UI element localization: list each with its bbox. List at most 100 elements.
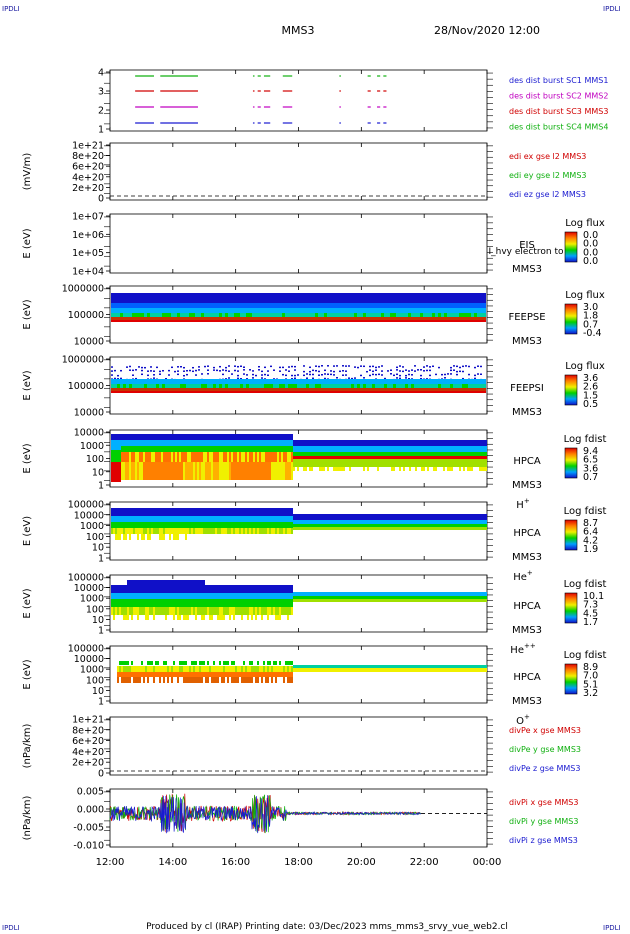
spectrogram-cell bbox=[131, 440, 133, 446]
spectrogram-cell bbox=[125, 661, 127, 665]
spectrogram-cell bbox=[425, 596, 427, 599]
spectrogram-cell bbox=[229, 599, 231, 607]
spectrogram-cell bbox=[209, 508, 211, 516]
spectrogram-cell bbox=[384, 308, 387, 314]
spectrogram-cell bbox=[205, 528, 207, 534]
spectrogram-cell bbox=[391, 446, 393, 452]
spectrogram-cell bbox=[223, 672, 225, 677]
spectrogram-cell bbox=[307, 665, 309, 668]
spectrogram-cell bbox=[255, 666, 257, 672]
spectrogram-cell bbox=[372, 365, 374, 368]
spectrogram-cell bbox=[177, 379, 180, 385]
spectrogram-cell bbox=[264, 303, 267, 309]
spectrogram-cell bbox=[216, 320, 219, 322]
spectrogram-cell bbox=[257, 462, 259, 480]
spectrogram-cell bbox=[255, 308, 258, 314]
spectrogram-cell bbox=[273, 378, 275, 380]
spectrogram-cell bbox=[381, 665, 383, 668]
spectrogram-cell bbox=[193, 661, 195, 665]
spectrogram-cell bbox=[415, 446, 417, 452]
spectrogram-cell bbox=[409, 459, 411, 467]
spectrogram-cell bbox=[239, 452, 241, 462]
spectrogram-cell bbox=[129, 585, 131, 593]
spectrogram-cell bbox=[211, 522, 213, 528]
spectrogram-cell bbox=[395, 514, 397, 520]
spectrogram-cell bbox=[251, 585, 253, 593]
spectrogram-cell bbox=[324, 303, 327, 309]
spectrogram-cell bbox=[294, 388, 297, 391]
spectrogram-cell bbox=[231, 452, 233, 462]
spectrogram-cell bbox=[393, 467, 395, 471]
spectrogram-cell bbox=[299, 440, 301, 446]
spectrogram-cell bbox=[289, 446, 291, 452]
spectrogram-cell bbox=[153, 462, 155, 480]
spectrogram-cell bbox=[327, 388, 330, 391]
spectrogram-cell bbox=[468, 320, 471, 322]
spectrogram-cell bbox=[159, 672, 161, 677]
spectrogram-cell bbox=[165, 293, 168, 303]
spectrogram-cell bbox=[181, 580, 183, 585]
spectrogram-cell bbox=[483, 379, 486, 385]
spectrogram-cell bbox=[223, 677, 225, 683]
spectrogram-cell bbox=[240, 378, 242, 380]
spectrogram-cell bbox=[123, 440, 125, 446]
spectrogram-cell bbox=[315, 303, 318, 309]
spectrogram-cell bbox=[459, 303, 462, 309]
spectrogram-cell bbox=[139, 666, 141, 672]
spectrogram-cell bbox=[240, 313, 243, 317]
spectrogram-cell bbox=[269, 666, 271, 672]
spectrogram-cell bbox=[264, 366, 266, 369]
spectrogram-cell bbox=[259, 672, 261, 677]
spectrogram-cell bbox=[231, 440, 233, 446]
spectrogram-cell bbox=[399, 313, 402, 317]
spectrogram-cell bbox=[237, 374, 239, 377]
spectrogram-cell bbox=[183, 452, 185, 462]
spectrogram-cell bbox=[155, 434, 157, 440]
spectrogram-cell bbox=[393, 599, 395, 602]
spectrogram-cell bbox=[375, 596, 377, 599]
spectrogram-cell bbox=[444, 293, 447, 303]
spectrogram-cell bbox=[253, 528, 255, 534]
spectrogram-cell bbox=[299, 456, 301, 459]
spectrogram-cell bbox=[171, 446, 173, 452]
spectrogram-cell bbox=[303, 665, 305, 668]
spectrogram-cell bbox=[255, 434, 257, 440]
colorbar-tick-label: 0.0 bbox=[583, 230, 598, 241]
spectrogram-cell bbox=[180, 313, 183, 317]
spectrogram-cell bbox=[375, 527, 377, 530]
spectrogram-cell bbox=[449, 452, 451, 456]
spectrogram-cell bbox=[384, 320, 387, 322]
spectrogram-cell bbox=[481, 459, 483, 467]
spectrogram-cell bbox=[288, 317, 291, 320]
spectrogram-cell bbox=[235, 434, 237, 440]
spectrogram-cell bbox=[180, 388, 183, 391]
spectrogram-cell bbox=[369, 596, 371, 599]
spectrogram-cell bbox=[421, 452, 423, 456]
spectrogram-cell bbox=[429, 440, 431, 446]
spectrogram-cell bbox=[253, 446, 255, 452]
spectrogram-cell bbox=[462, 317, 465, 320]
spectrogram-cell bbox=[129, 388, 132, 391]
spectrogram-cell bbox=[330, 370, 332, 372]
spectrogram-cell bbox=[349, 514, 351, 520]
spectrogram-cell bbox=[234, 308, 237, 314]
spectrogram-cell bbox=[294, 317, 297, 320]
spectrogram-cell bbox=[305, 459, 307, 467]
spectrogram-cell bbox=[477, 456, 479, 459]
spectrogram-cell bbox=[267, 388, 270, 391]
spectrogram-cell bbox=[363, 320, 366, 322]
spectrogram-cell bbox=[425, 459, 427, 467]
spectrogram-cell bbox=[357, 668, 359, 672]
spectrogram-cell bbox=[156, 379, 159, 385]
spectrogram-cell bbox=[229, 607, 231, 615]
spectrogram-cell bbox=[375, 366, 377, 369]
spectrogram-cell bbox=[195, 434, 197, 440]
spectrogram-cell bbox=[243, 522, 245, 528]
spectrogram-cell bbox=[255, 317, 258, 320]
spectrogram-cell bbox=[270, 384, 273, 388]
spectrogram-cell bbox=[234, 320, 237, 322]
spectrogram-cell bbox=[301, 520, 303, 524]
spectrogram-cell bbox=[324, 320, 327, 322]
spectrogram-cell bbox=[395, 440, 397, 446]
spectrogram-cell bbox=[319, 599, 321, 602]
